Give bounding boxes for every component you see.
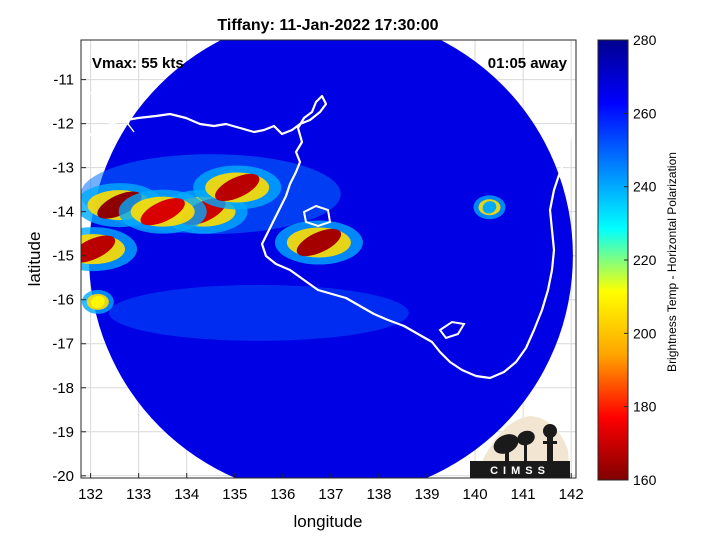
x-tick-label: 140 [463, 486, 488, 503]
y-tick-label: -13 [52, 160, 74, 177]
colorbar-tick-label: 280 [633, 32, 657, 48]
vmax-annotation: Vmax: 55 kts [92, 55, 184, 72]
y-tick-label: -18 [52, 380, 74, 397]
rain-band [108, 284, 409, 341]
feature-core [482, 201, 497, 214]
chart-title: Tiffany: 11-Jan-2022 17:30:00 [217, 17, 438, 34]
coastline-northwest [85, 89, 135, 133]
colorbar-ticks: 160 180 200 220 240 260 280 [624, 32, 657, 488]
island-outline [302, 204, 332, 228]
x-tick-label: 134 [174, 486, 199, 503]
x-tick-label: 141 [511, 486, 536, 503]
feature-core [90, 295, 105, 309]
y-tick-label: -19 [52, 424, 74, 441]
plot-frame [80, 39, 577, 479]
feature-core [296, 228, 342, 257]
coastline [85, 94, 574, 380]
y-tick-label: -17 [52, 336, 74, 353]
colorbar-tick-label: 200 [633, 325, 657, 341]
y-axis-ticks: -11 -12 -13 -14 -15 -16 -17 -18 -19 -20 [52, 72, 86, 485]
time-offset-annotation: 01:05 away [488, 55, 568, 72]
colorbar-tick-label: 240 [633, 179, 657, 195]
x-tick-label: 138 [366, 486, 391, 503]
cimss-logo: CIMSS [470, 416, 570, 478]
x-tick-label: 136 [270, 486, 295, 503]
feature-core [215, 173, 260, 202]
colorbar-tick-label: 160 [633, 472, 657, 488]
y-tick-label: -11 [53, 72, 74, 89]
island-outline-east [438, 320, 466, 340]
colorbar-tick-label: 220 [633, 252, 657, 268]
y-axis-label: latitude [25, 232, 44, 287]
colorbar [597, 39, 629, 481]
x-tick-label: 132 [78, 486, 103, 503]
y-tick-label: -12 [52, 116, 74, 133]
feature-core [140, 198, 185, 226]
x-tick-label: 139 [415, 486, 440, 503]
y-tick-label: -16 [52, 292, 74, 309]
x-tick-label: 142 [559, 486, 584, 503]
y-tick-label: -14 [52, 204, 74, 221]
x-axis-ticks: 132 133 134 135 136 137 138 139 140 141 142 [78, 473, 584, 503]
x-tick-label: 133 [126, 486, 151, 503]
colorbar-label: Brightness Temp - Horizontal Polarizatio… [665, 152, 679, 372]
x-tick-label: 137 [318, 486, 343, 503]
y-tick-label: -20 [52, 468, 74, 485]
logo-text: CIMSS [490, 465, 550, 477]
x-axis-label: longitude [293, 512, 362, 531]
y-tick-label: -15 [52, 248, 74, 265]
colorbar-tick-label: 180 [633, 399, 657, 415]
x-tick-label: 135 [222, 486, 247, 503]
colorbar-tick-label: 260 [633, 105, 657, 121]
